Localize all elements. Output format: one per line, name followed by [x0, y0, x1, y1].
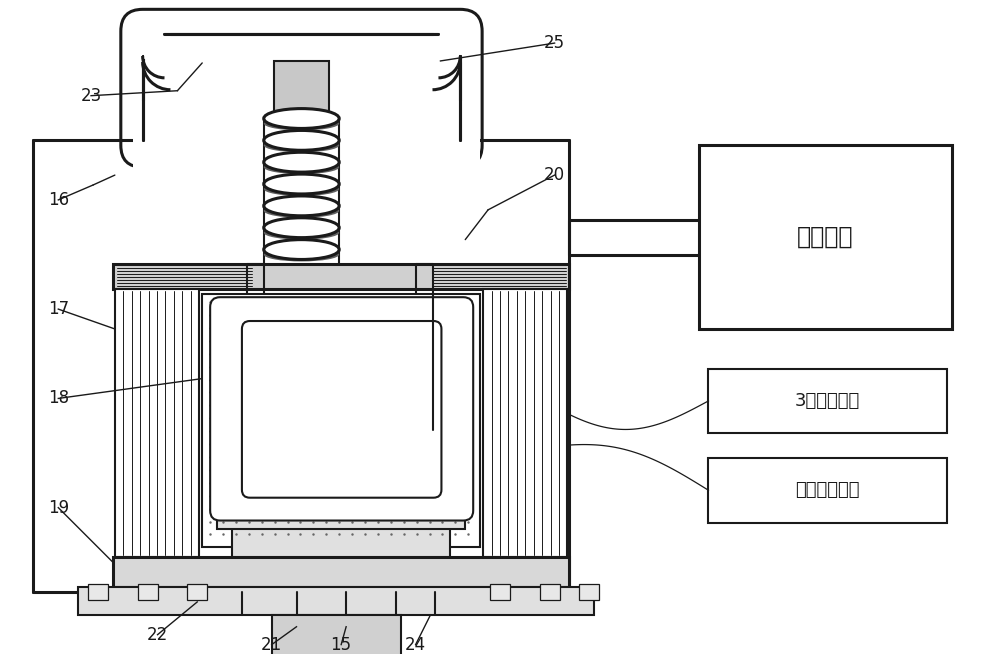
- Bar: [490, 584, 510, 600]
- Ellipse shape: [264, 240, 339, 260]
- Bar: [579, 584, 599, 600]
- Ellipse shape: [264, 248, 339, 261]
- Bar: [483, 289, 567, 557]
- FancyBboxPatch shape: [121, 9, 482, 167]
- FancyBboxPatch shape: [210, 297, 473, 520]
- Text: 25: 25: [544, 34, 565, 52]
- Bar: [115, 289, 199, 557]
- Ellipse shape: [264, 160, 339, 174]
- Ellipse shape: [264, 116, 339, 131]
- Bar: [133, 101, 480, 170]
- Bar: [187, 584, 207, 600]
- Bar: [133, 34, 475, 143]
- Bar: [144, 34, 459, 59]
- Bar: [78, 587, 594, 615]
- Ellipse shape: [264, 196, 339, 215]
- Ellipse shape: [264, 204, 339, 217]
- Ellipse shape: [264, 108, 339, 129]
- Bar: [113, 264, 569, 289]
- Text: 16: 16: [48, 191, 69, 209]
- Text: 20: 20: [544, 166, 565, 184]
- Bar: [217, 508, 465, 530]
- Text: 22: 22: [147, 625, 168, 644]
- Text: 真空系统: 真空系统: [797, 225, 853, 249]
- FancyBboxPatch shape: [242, 321, 441, 498]
- Bar: [202, 294, 480, 547]
- Text: 19: 19: [48, 499, 69, 516]
- Bar: [113, 557, 569, 587]
- Text: 18: 18: [48, 390, 69, 407]
- Text: 3相进电电源: 3相进电电源: [795, 392, 860, 410]
- Bar: [274, 61, 329, 116]
- Bar: [88, 584, 108, 600]
- Ellipse shape: [264, 152, 339, 172]
- Bar: [272, 615, 401, 657]
- Bar: [232, 528, 450, 557]
- Text: 23: 23: [80, 87, 102, 104]
- Ellipse shape: [264, 226, 339, 240]
- Bar: [708, 369, 947, 433]
- Ellipse shape: [264, 139, 339, 152]
- Ellipse shape: [264, 131, 339, 150]
- Text: 24: 24: [405, 635, 426, 654]
- Ellipse shape: [264, 182, 339, 196]
- Text: 17: 17: [48, 300, 69, 318]
- Text: 15: 15: [331, 635, 352, 654]
- Bar: [540, 584, 560, 600]
- Ellipse shape: [264, 174, 339, 194]
- Bar: [699, 145, 952, 329]
- Bar: [708, 458, 947, 522]
- Text: 21: 21: [261, 635, 282, 654]
- Text: 可编程控制器: 可编程控制器: [795, 482, 860, 499]
- Ellipse shape: [264, 217, 339, 238]
- Bar: [138, 584, 158, 600]
